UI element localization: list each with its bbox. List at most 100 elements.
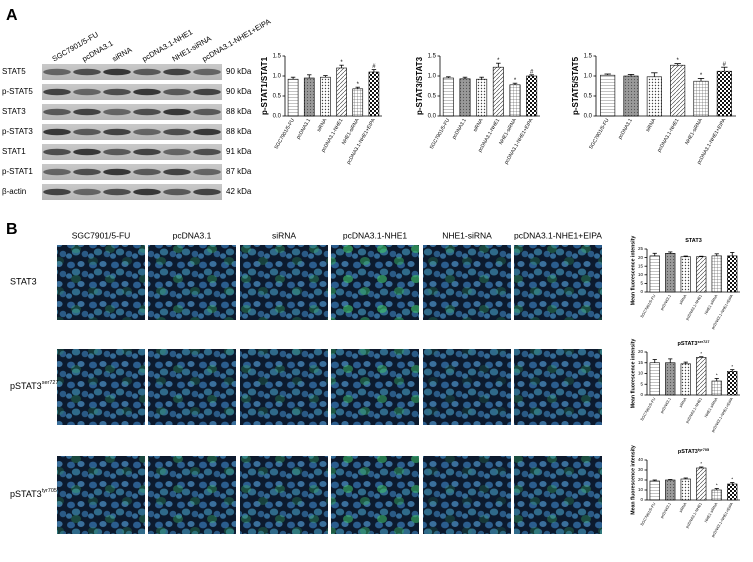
y-tick-label: 0 bbox=[640, 289, 643, 294]
column-label: pcDNA3.1-NHE1 bbox=[343, 230, 408, 240]
significance-mark: * bbox=[716, 483, 718, 488]
y-tick-label: 5 bbox=[640, 281, 643, 286]
blot-band bbox=[133, 188, 161, 196]
y-tick-label: 0.5 bbox=[428, 94, 437, 100]
micrograph-signal bbox=[57, 245, 145, 320]
x-tick-label: SGC7901/5-FU bbox=[640, 294, 657, 319]
y-tick-label: 0.0 bbox=[584, 114, 593, 120]
y-axis-label: Mean fluorescence intensity bbox=[630, 445, 636, 515]
micrograph-signal bbox=[240, 349, 328, 425]
x-tick-label: NHE1-siRNA bbox=[704, 502, 719, 524]
blot-band bbox=[193, 128, 221, 136]
blot-band bbox=[73, 108, 101, 116]
blot-band bbox=[43, 188, 71, 196]
chart-title-sup: tyr705 bbox=[698, 448, 709, 452]
bar bbox=[649, 480, 660, 501]
y-tick-label: 1.0 bbox=[273, 74, 282, 80]
blot-band bbox=[193, 188, 221, 196]
micrograph-signal bbox=[423, 245, 511, 320]
bar bbox=[696, 357, 707, 396]
micrograph-signal bbox=[57, 349, 145, 425]
micrograph-signal bbox=[57, 456, 145, 534]
column-label: NHE1-siRNA bbox=[442, 230, 492, 240]
y-tick-label: 20 bbox=[638, 255, 644, 260]
blot-band bbox=[103, 88, 131, 96]
blot-band bbox=[103, 188, 131, 196]
blot-band bbox=[163, 68, 191, 76]
y-tick-label: 0 bbox=[640, 497, 643, 502]
x-tick-label: pcDNA3.1 bbox=[451, 117, 468, 140]
bar bbox=[287, 78, 299, 117]
significance-mark: * bbox=[357, 82, 360, 88]
bar bbox=[459, 78, 471, 117]
band-label: STAT5 bbox=[2, 67, 26, 76]
bar bbox=[623, 75, 639, 117]
bar bbox=[711, 255, 722, 293]
band-label: β-actin bbox=[2, 187, 26, 196]
micrograph-signal bbox=[514, 245, 602, 320]
band-size: 91 kDa bbox=[226, 147, 252, 156]
blot-band bbox=[193, 168, 221, 176]
significance-mark: * bbox=[676, 58, 679, 64]
blot-strip bbox=[42, 124, 222, 140]
x-tick-label: SGC7901/5-FU bbox=[429, 117, 452, 150]
row-label-sup: tyr705 bbox=[42, 488, 57, 494]
blot-band bbox=[193, 68, 221, 76]
bar bbox=[649, 255, 660, 293]
blot-band bbox=[163, 188, 191, 196]
significance-mark: * bbox=[700, 73, 703, 79]
blot-band bbox=[133, 128, 161, 136]
micrograph-signal bbox=[240, 245, 328, 320]
bar bbox=[665, 253, 676, 293]
row-label-sup: ser727 bbox=[42, 380, 59, 386]
significance-mark: * bbox=[700, 351, 702, 356]
y-tick-label: 40 bbox=[638, 457, 644, 462]
band-label: p-STAT3 bbox=[2, 127, 33, 136]
blot-band bbox=[73, 168, 101, 176]
bar bbox=[320, 76, 331, 117]
significance-mark: * bbox=[731, 364, 733, 369]
chart-title: pSTAT3tyr705 bbox=[678, 448, 709, 455]
y-tick-label: 10 bbox=[638, 371, 644, 376]
blot-strip bbox=[42, 144, 222, 160]
bar bbox=[680, 363, 691, 396]
micrograph-signal bbox=[148, 245, 236, 320]
x-tick-label: pcDNA3.1 bbox=[660, 397, 672, 414]
y-tick-label: 25 bbox=[638, 246, 644, 251]
bar bbox=[696, 467, 707, 501]
blot-band bbox=[103, 168, 131, 176]
band-size: 88 kDa bbox=[226, 127, 252, 136]
x-tick-label: pcDNA3.1-NHE1 bbox=[656, 117, 680, 153]
band-size: 90 kDa bbox=[226, 67, 252, 76]
bar bbox=[352, 88, 364, 117]
bar bbox=[303, 77, 315, 117]
bar bbox=[476, 78, 488, 117]
blot-band bbox=[163, 168, 191, 176]
blot-band bbox=[73, 128, 101, 136]
x-tick-label: NHE1-siRNA bbox=[684, 117, 704, 146]
blot-strip bbox=[42, 64, 222, 80]
bar bbox=[727, 371, 738, 396]
column-label: pcDNA3.1 bbox=[173, 230, 212, 240]
y-tick-label: 0 bbox=[640, 392, 643, 397]
bar bbox=[526, 75, 538, 117]
blot-band bbox=[43, 168, 71, 176]
x-tick-label: NHE1-siRNA bbox=[704, 397, 719, 419]
micrograph-signal bbox=[331, 456, 419, 534]
micrograph-signal bbox=[514, 349, 602, 425]
blot-strip bbox=[42, 84, 222, 100]
blot-band bbox=[103, 128, 131, 136]
significance-mark: # bbox=[372, 64, 376, 70]
column-label: siRNA bbox=[272, 230, 296, 240]
blot-band bbox=[163, 128, 191, 136]
y-axis-label: p-STAT5/STAT5 bbox=[571, 56, 580, 115]
bar bbox=[665, 479, 676, 501]
micrograph-signal bbox=[423, 456, 511, 534]
x-tick-label: pcDNA3.1-NHE1 bbox=[685, 502, 703, 529]
bar bbox=[670, 64, 686, 117]
bar bbox=[680, 256, 691, 293]
x-tick-label: siRNA bbox=[645, 117, 658, 133]
y-tick-label: 1.0 bbox=[428, 74, 437, 80]
blot-band bbox=[163, 88, 191, 96]
